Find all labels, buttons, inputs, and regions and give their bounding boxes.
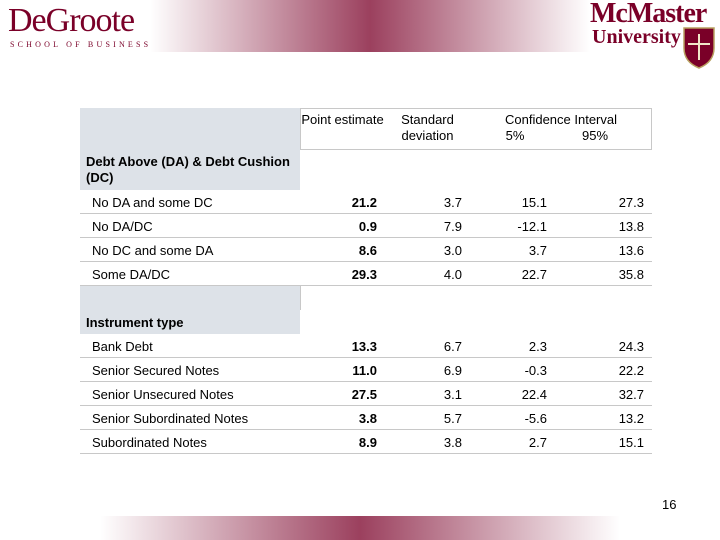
header-label-cell — [80, 108, 300, 190]
table-cell: 21.2 — [351, 194, 377, 210]
table-cell: 6.9 — [443, 362, 462, 378]
row-label: Senior Subordinated Notes — [92, 410, 249, 426]
ci-header: 5% — [505, 128, 525, 143]
table-row — [80, 214, 652, 238]
table-cell: 4.0 — [443, 266, 462, 282]
row-label: Senior Secured Notes — [92, 362, 220, 378]
table-cell: 27.5 — [351, 386, 377, 402]
table-row — [80, 238, 652, 262]
table-cell: 22.4 — [521, 386, 547, 402]
table-row — [80, 190, 652, 214]
table-cell: 3.0 — [443, 242, 462, 258]
row-label: No DA and some DC — [92, 194, 213, 210]
table-row — [80, 262, 652, 286]
table-cell: 11.0 — [352, 362, 377, 378]
table-cell: 22.2 — [618, 362, 644, 378]
section-header-bg — [80, 286, 300, 334]
table-cell: 0.9 — [358, 218, 377, 234]
table-cell: -12.1 — [517, 218, 547, 234]
table-cell: 5.7 — [443, 410, 462, 426]
row-label: Bank Debt — [92, 338, 153, 354]
row-label: Senior Unsecured Notes — [92, 386, 234, 402]
bottom-band — [100, 516, 620, 540]
spacer-row — [300, 286, 652, 310]
left-logo-name: DeGroote — [8, 2, 135, 39]
right-logo-name: McMaster — [590, 0, 707, 29]
table-cell: 24.3 — [618, 338, 644, 354]
section-title: Instrument type — [86, 314, 184, 330]
table-cell: 8.9 — [358, 434, 377, 450]
table-cell: 15.1 — [618, 434, 644, 450]
table-cell: 3.7 — [528, 242, 547, 258]
ci-header: 95% — [581, 128, 609, 143]
row-label: No DC and some DA — [92, 242, 214, 258]
row-label: Some DA/DC — [92, 266, 171, 282]
page-number: 16 — [662, 497, 677, 512]
table-cell: 3.7 — [443, 194, 462, 210]
left-logo-subtitle: SCHOOL OF BUSINESS — [10, 40, 152, 49]
row-label: No DA/DC — [92, 218, 153, 234]
table-cell: 6.7 — [443, 338, 462, 354]
table-row — [80, 358, 652, 382]
table-cell: 27.3 — [618, 194, 644, 210]
table-cell: 2.7 — [528, 434, 547, 450]
section-title: Debt Above (DA) & Debt Cushion (DC) — [86, 154, 290, 185]
column-header: Point estimate — [301, 112, 384, 127]
column-header: Standard deviation — [401, 112, 454, 143]
table-cell: 7.9 — [443, 218, 462, 234]
table-cell: 13.3 — [351, 338, 377, 354]
table-row — [80, 430, 652, 454]
table-cell: 32.7 — [618, 386, 644, 402]
table-cell: 3.8 — [443, 434, 462, 450]
table-cell: -0.3 — [524, 362, 547, 378]
table-cell: 13.6 — [618, 242, 644, 258]
row-label: Subordinated Notes — [92, 434, 207, 450]
table-cell: 3.8 — [358, 410, 377, 426]
table-cell: 22.7 — [521, 266, 547, 282]
column-header: Confidence Interval — [504, 112, 617, 127]
table-cell: 3.1 — [443, 386, 462, 402]
table-cell: 8.6 — [358, 242, 377, 258]
table-cell: 13.2 — [618, 410, 644, 426]
header-box — [300, 108, 652, 150]
table-cell: 29.3 — [351, 266, 377, 282]
table-cell: -5.6 — [524, 410, 547, 426]
table-cell: 2.3 — [528, 338, 547, 354]
table-cell: 35.8 — [618, 266, 644, 282]
right-logo-subtitle: University — [592, 26, 681, 48]
table-row — [80, 406, 652, 430]
table-row — [80, 334, 652, 358]
top-band — [150, 0, 590, 52]
table-cell: 15.1 — [521, 194, 547, 210]
shield — [683, 27, 715, 69]
table-row — [80, 382, 652, 406]
table-cell: 13.8 — [618, 218, 644, 234]
